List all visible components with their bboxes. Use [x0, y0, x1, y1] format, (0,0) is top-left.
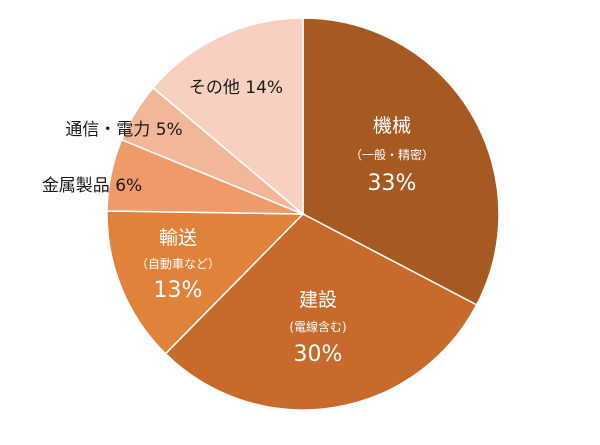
pie-slices — [106, 17, 500, 411]
slice-label-pct-1: 30% — [294, 342, 343, 367]
pie-slice-2 — [106, 210, 305, 355]
slice-label-sub-1: (電線含む) — [289, 319, 346, 334]
slice-label-name-1: 建設 — [299, 289, 337, 311]
slice-label-sub-0: （一般・精密） — [350, 147, 434, 162]
pie-slice-5 — [152, 17, 304, 216]
pie-slice-1 — [164, 213, 478, 411]
slice-label-name-0: 機械 — [373, 115, 411, 137]
pie-slice-0 — [302, 17, 500, 306]
slice-label-sub-2: （自動車など） — [136, 257, 220, 271]
slice-label-5: その他 14% — [189, 78, 283, 98]
slice-label-pct-0: 33% — [368, 171, 417, 196]
slice-label-4: 通信・電力 5% — [65, 120, 182, 140]
pie-labels: 機械 （一般・精密） 33% 建設 (電線含む) 30% 輸送 （自動車など） 13% 金属製品 … — [42, 78, 434, 367]
slice-label-3: 金属製品 6% — [42, 176, 142, 196]
slice-label-pct-2: 13% — [154, 278, 203, 303]
slice-label-name-2: 輸送 — [159, 227, 197, 249]
